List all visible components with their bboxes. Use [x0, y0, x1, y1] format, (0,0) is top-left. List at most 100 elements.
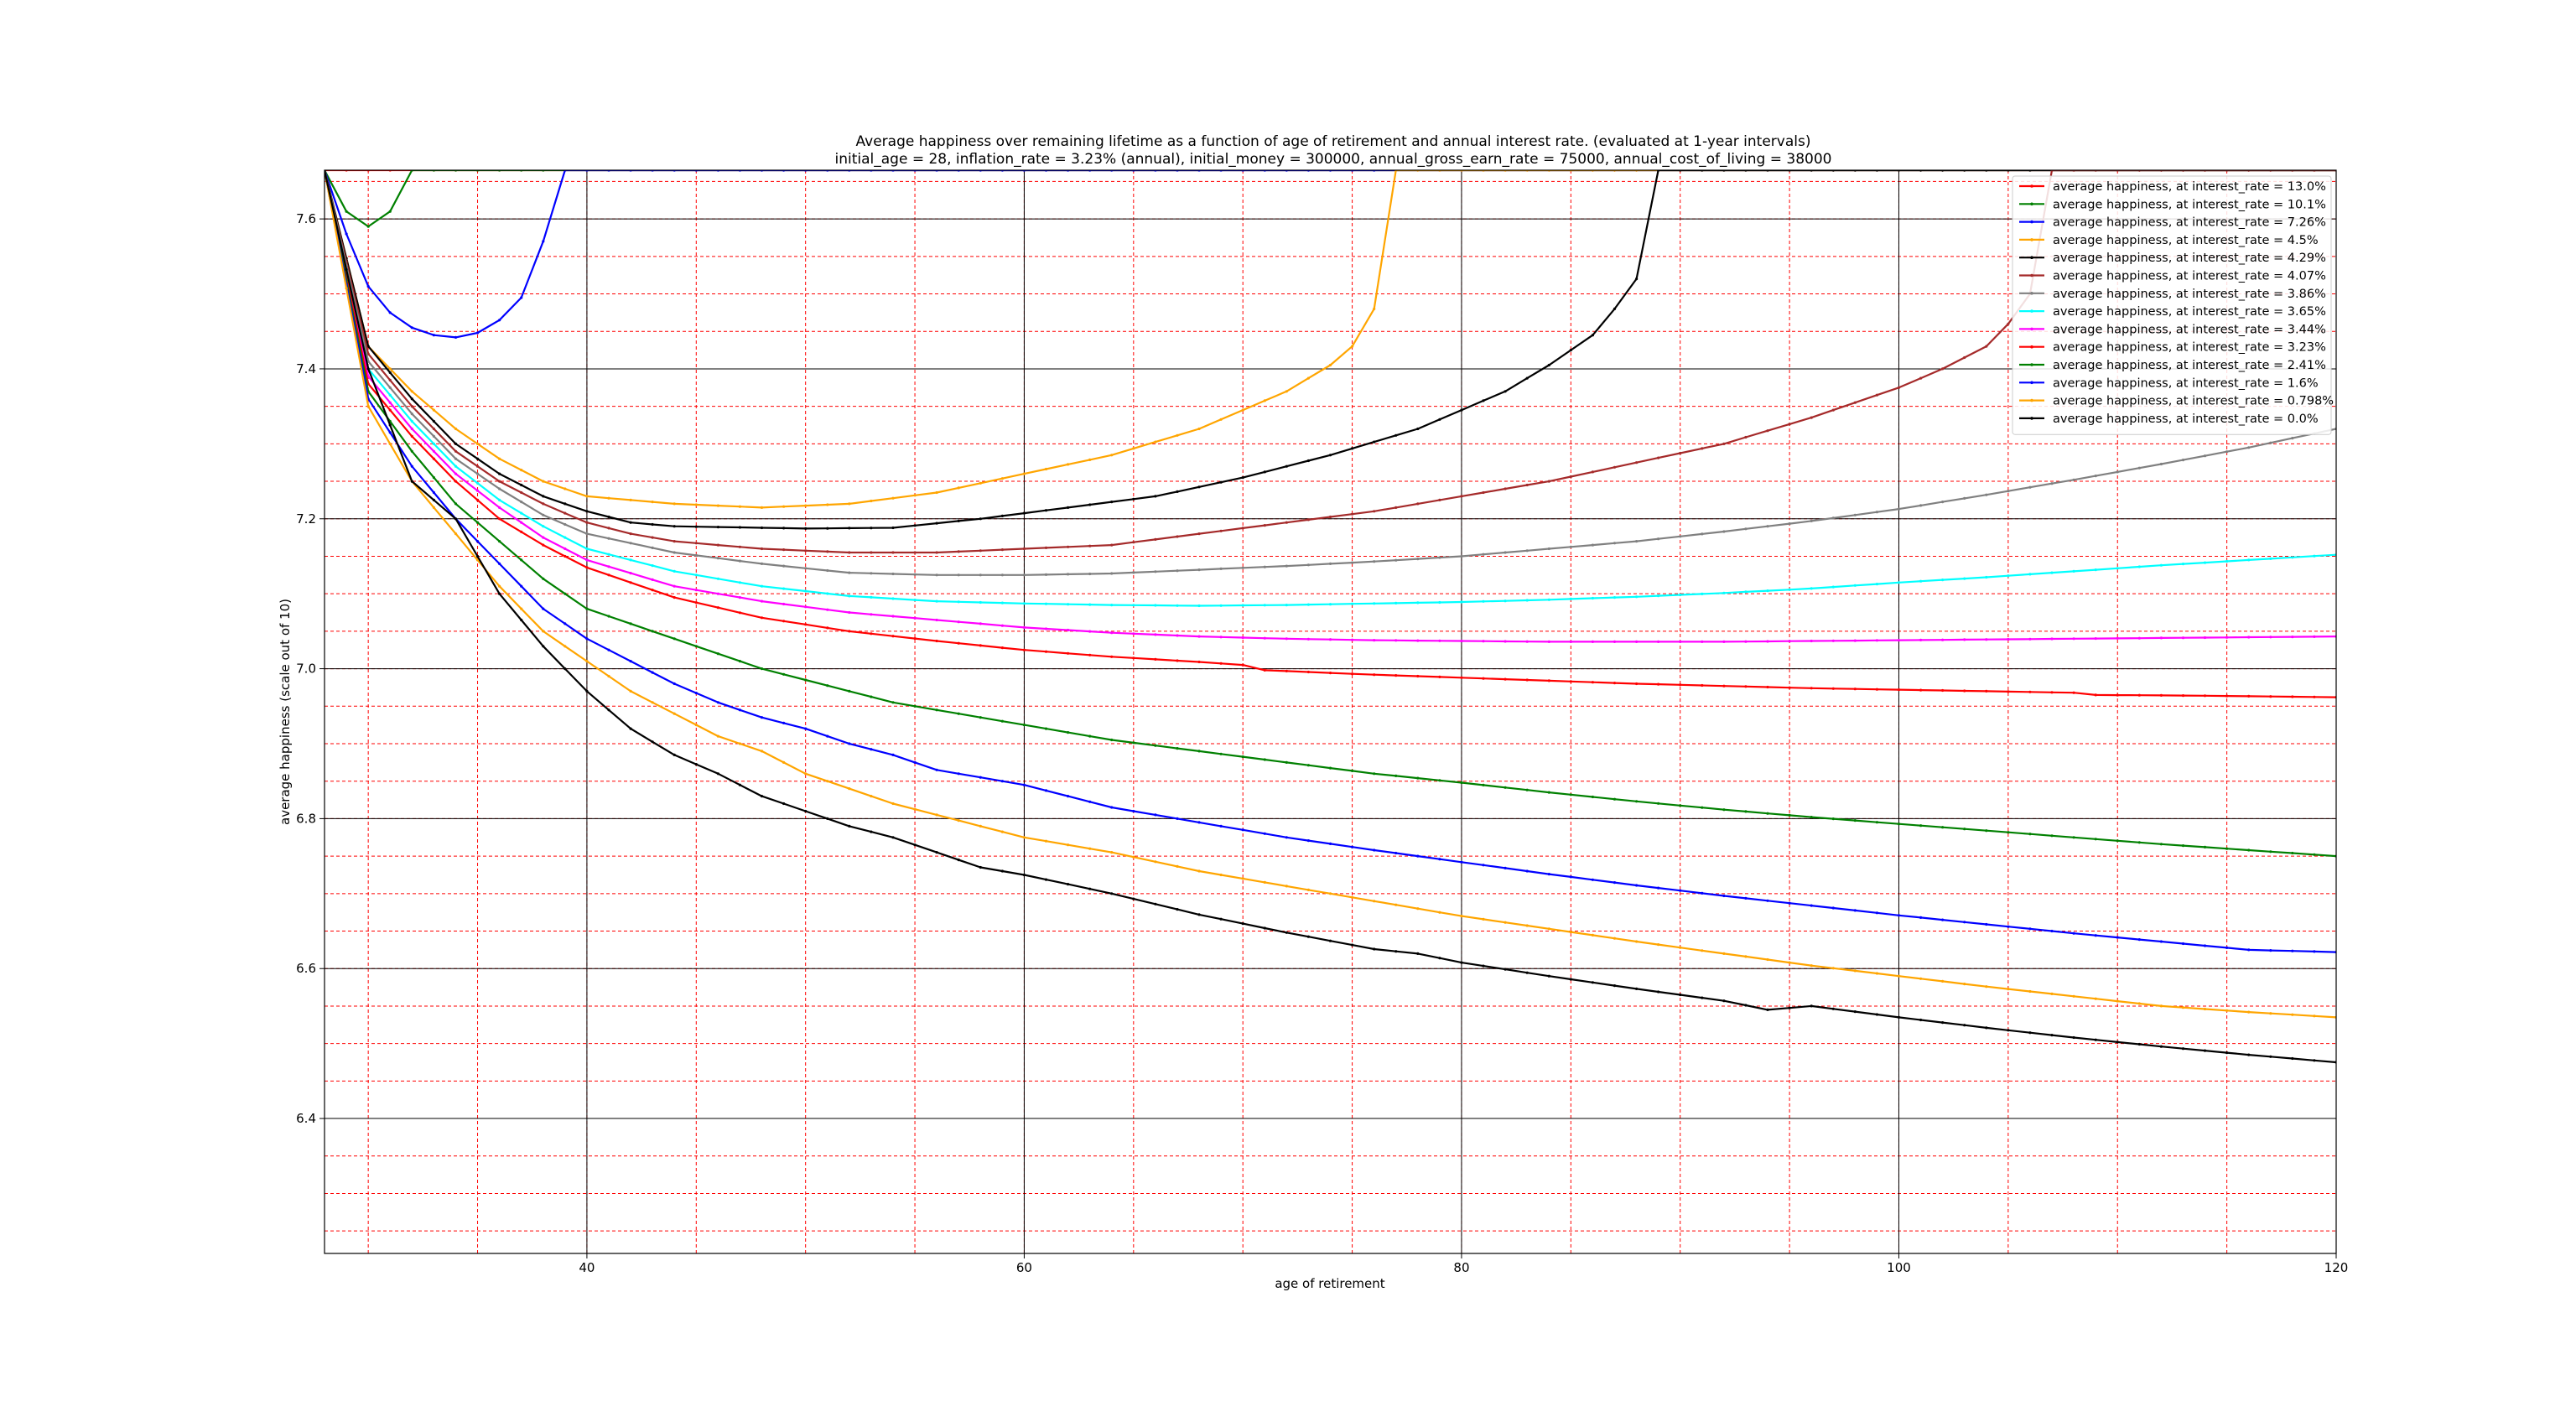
data-point: [957, 819, 960, 822]
data-point: [1067, 795, 1070, 798]
data-point: [388, 378, 392, 381]
data-point: [1154, 604, 1157, 607]
data-point: [1460, 495, 1463, 498]
data-point: [1810, 416, 1813, 419]
data-point: [1373, 440, 1376, 444]
data-point: [1285, 669, 1288, 673]
data-point: [1679, 640, 1682, 644]
data-point: [345, 267, 348, 272]
data-point: [454, 502, 458, 506]
data-point: [1416, 502, 1420, 506]
data-point: [1394, 558, 1398, 562]
data-point: [410, 434, 413, 438]
chart-title-line2: initial_age = 28, inflation_rate = 3.23%…: [835, 151, 1832, 168]
data-point: [585, 521, 589, 524]
data-point: [1810, 1004, 1813, 1008]
data-point: [2028, 1031, 2032, 1035]
data-point: [345, 210, 348, 213]
data-point: [738, 660, 742, 663]
data-point: [1219, 418, 1223, 421]
legend-label: average happiness, at interest_rate = 4.…: [2053, 252, 2326, 265]
data-point: [651, 578, 654, 582]
data-point: [1482, 490, 1485, 495]
data-point: [388, 393, 392, 397]
data-point: [1722, 530, 1726, 533]
data-point: [2181, 942, 2185, 946]
data-point: [979, 622, 982, 625]
data-point: [1897, 914, 1901, 917]
data-point: [826, 568, 829, 573]
data-point: [1504, 677, 1507, 681]
data-point: [607, 553, 610, 556]
data-point: [1591, 981, 1594, 984]
data-point: [673, 502, 676, 506]
data-point: [1810, 816, 1813, 819]
data-point: [1022, 836, 1026, 839]
data-point: [1241, 604, 1244, 607]
data-point: [1154, 440, 1157, 444]
data-point: [1569, 793, 1572, 796]
data-point: [1219, 636, 1223, 639]
data-point: [432, 419, 436, 423]
data-point: [1000, 646, 1004, 650]
data-point: [1438, 858, 1441, 861]
data-point: [870, 551, 873, 554]
data-point: [760, 526, 764, 530]
series-layer: [325, 170, 2336, 1064]
data-point: [1744, 896, 1748, 900]
data-point: [1679, 889, 1682, 892]
data-point: [804, 527, 808, 531]
data-point: [585, 689, 589, 693]
data-point: [1176, 908, 1179, 911]
data-point: [1831, 906, 1835, 910]
data-point: [585, 566, 589, 569]
data-point: [2313, 853, 2316, 856]
legend-entry: average happiness, at interest_rate = 0.…: [2019, 413, 2319, 426]
data-point: [870, 595, 873, 599]
data-point: [629, 532, 632, 536]
data-point: [1788, 686, 1791, 689]
data-point: [1044, 878, 1048, 881]
data-point: [1351, 672, 1354, 676]
data-point: [2116, 936, 2119, 939]
data-point: [1328, 603, 1332, 606]
data-point: [498, 540, 501, 543]
data-point: [1328, 562, 1332, 566]
legend-entry: average happiness, at interest_rate = 3.…: [2019, 341, 2326, 355]
data-point: [1941, 638, 1945, 641]
data-point: [1919, 916, 1923, 919]
data-point: [848, 630, 851, 633]
data-point: [1919, 824, 1923, 828]
data-point: [1132, 632, 1135, 636]
data-point: [1701, 592, 1704, 596]
data-point: [1744, 1004, 1748, 1007]
data-point: [760, 616, 764, 620]
legend: average happiness, at interest_rate = 13…: [2012, 175, 2334, 435]
data-point: [1810, 587, 1813, 590]
data-point: [2028, 927, 2032, 931]
data-point: [1110, 631, 1114, 635]
data-point: [891, 551, 895, 554]
series-4: [325, 170, 2336, 531]
data-point: [1831, 1007, 1835, 1010]
data-point: [826, 592, 829, 595]
data-point: [716, 592, 720, 595]
data-point: [782, 802, 786, 806]
data-point: [1460, 554, 1463, 558]
data-point: [2203, 694, 2207, 698]
data-point: [913, 551, 917, 554]
data-point: [935, 551, 938, 554]
data-point: [1701, 640, 1704, 644]
data-point: [475, 521, 480, 524]
data-point: [782, 721, 786, 725]
data-point: [1197, 532, 1201, 536]
data-point: [585, 558, 589, 562]
data-point: [1438, 779, 1441, 782]
data-point: [1067, 463, 1070, 466]
data-point: [1744, 435, 1748, 439]
data-point: [2247, 558, 2251, 562]
data-point: [935, 639, 938, 643]
data-point: [1525, 376, 1529, 380]
x-tick-label: 40: [579, 1260, 595, 1275]
x-tick-label: 100: [1887, 1260, 1911, 1275]
